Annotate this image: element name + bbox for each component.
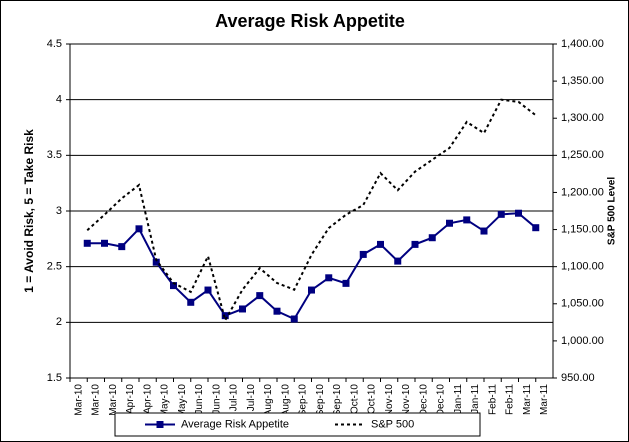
x-tick-label: Feb-11 — [487, 384, 498, 415]
point-marker — [497, 210, 505, 218]
x-tick-label: Feb-11 — [505, 384, 516, 415]
x-tick-label: Sep-10 — [315, 384, 326, 417]
legend-box — [114, 412, 481, 437]
x-tick-label: Jan-11 — [470, 384, 481, 414]
x-tick-label: Jan-11 — [453, 384, 464, 414]
y-axis-label: 1 = Avoid Risk, 5 = Take Risk — [22, 129, 36, 293]
x-tick-label: Aug-10 — [280, 384, 291, 417]
y2-tick-label: 1,250.00 — [561, 149, 604, 161]
x-tick-label: Mar-10 — [73, 384, 84, 416]
x-tick-label: Nov-10 — [384, 384, 395, 417]
point-marker — [239, 305, 246, 313]
y2-tick-label: 1,050.00 — [561, 298, 604, 310]
y-tick-label: 4.5 — [47, 38, 62, 50]
y2-tick-label: 1,150.00 — [561, 223, 604, 235]
y2-tick-label: 1,400.00 — [561, 38, 604, 50]
point-marker — [204, 286, 212, 294]
x-tick-label: Jun-10 — [194, 384, 205, 415]
legend-label: Average Risk Appetite — [181, 418, 289, 430]
point-marker — [187, 298, 195, 306]
y2-axis-label: S&P 500 Level — [607, 177, 618, 245]
point-marker — [515, 209, 522, 217]
y-tick-label: 2 — [56, 316, 62, 328]
x-tick-label: Aug-10 — [263, 384, 274, 417]
x-tick-label: Mar-10 — [108, 384, 119, 416]
chart-title: Average Risk Appetite — [215, 11, 405, 31]
point-marker — [532, 224, 540, 232]
point-marker — [428, 234, 436, 242]
y2-tick-label: 1,350.00 — [561, 75, 604, 87]
point-marker — [377, 240, 384, 248]
x-tick-label: Mar-10 — [91, 384, 102, 416]
x-tick-label: Oct-10 — [367, 384, 378, 414]
point-marker — [290, 315, 298, 323]
point-marker — [273, 307, 281, 315]
point-marker — [411, 240, 419, 248]
point-marker — [480, 227, 488, 235]
y2-tick-label: 1,100.00 — [561, 261, 604, 273]
y-tick-label: 1.5 — [47, 372, 62, 384]
point-marker — [308, 286, 315, 294]
legend-marker — [156, 421, 164, 428]
point-marker — [463, 216, 471, 224]
x-tick-label: Jul-10 — [229, 384, 240, 412]
legend-label: S&P 500 — [371, 418, 414, 430]
x-tick-label: Mar-11 — [539, 384, 550, 415]
x-tick-label: Dec-10 — [436, 384, 447, 417]
point-marker — [83, 239, 91, 247]
y-tick-label: 4 — [56, 94, 62, 106]
point-marker — [221, 312, 229, 320]
point-marker — [325, 274, 333, 282]
point-marker — [342, 279, 350, 287]
point-marker — [359, 250, 367, 258]
y-tick-label: 3 — [56, 205, 62, 217]
y2-tick-label: 1,300.00 — [561, 112, 604, 124]
x-tick-label: Dec-10 — [418, 384, 429, 417]
x-tick-label: Mar-11 — [522, 384, 533, 415]
x-tick-label: Sep-10 — [332, 384, 343, 417]
y-tick-label: 2.5 — [47, 261, 62, 273]
point-marker — [170, 282, 177, 290]
x-tick-label: Sep-10 — [298, 384, 309, 417]
y2-tick-label: 1,200.00 — [561, 186, 604, 198]
x-tick-label: Oct-10 — [349, 384, 360, 414]
point-marker — [152, 258, 160, 266]
y-tick-label: 3.5 — [47, 149, 62, 161]
x-tick-label: May-10 — [160, 384, 171, 418]
point-marker — [118, 243, 126, 251]
point-marker — [101, 239, 108, 247]
x-tick-label: Jun-10 — [211, 384, 222, 415]
x-tick-label: Apr-10 — [142, 384, 153, 414]
point-marker — [135, 225, 143, 233]
x-tick-label: Nov-10 — [401, 384, 412, 417]
point-marker — [256, 292, 264, 300]
x-tick-label: Jul-10 — [246, 384, 257, 412]
y2-tick-label: 950.00 — [561, 372, 595, 384]
x-tick-label: May-10 — [177, 384, 188, 418]
y2-tick-label: 1,000.00 — [561, 335, 604, 347]
x-tick-label: Apr-10 — [125, 384, 136, 414]
point-marker — [394, 257, 402, 265]
point-marker — [446, 219, 453, 227]
